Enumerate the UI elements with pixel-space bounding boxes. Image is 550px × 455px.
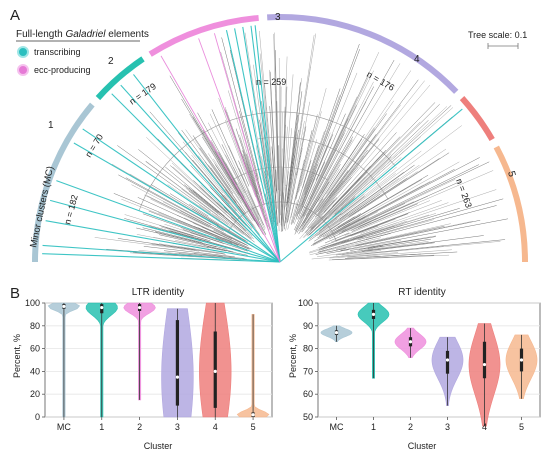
legend-ecc-label: ecc-producing	[34, 65, 91, 75]
x-tick-label: 1	[371, 422, 376, 432]
x-tick-label: MC	[330, 422, 344, 432]
median-4	[482, 362, 487, 367]
x-tick-label: MC	[57, 422, 71, 432]
cluster-2-arc-label: 2	[108, 56, 114, 67]
rt-chart-title: RT identity	[398, 287, 445, 298]
iqr-box-3	[445, 350, 450, 374]
median-1	[100, 305, 104, 310]
panel-b-label: B	[10, 285, 20, 302]
cluster-1-n-label: n = 70	[83, 132, 105, 159]
x-tick-label: 4	[482, 422, 487, 432]
tree-legend: Full-length Galadriel elements transcrib…	[16, 29, 149, 76]
y-tick-label: 20	[30, 389, 40, 399]
y-tick-label: 100	[298, 298, 313, 308]
y-tick-label: 70	[303, 366, 313, 376]
legend-transcribing-marker	[17, 46, 29, 58]
x-tick-label: 2	[408, 422, 413, 432]
median-mc	[334, 331, 339, 335]
highlighted-elements	[42, 25, 463, 263]
y-tick-label: 90	[303, 321, 313, 331]
tree-scale-label: Tree scale: 0.1	[468, 30, 527, 40]
ltr-chart-title: LTR identity	[132, 287, 185, 298]
x-tick-label: 4	[213, 422, 218, 432]
iqr-box-4	[482, 341, 487, 379]
panel-a-label: A	[10, 7, 20, 24]
rt-y-axis-label: Percent, %	[288, 334, 298, 378]
cluster-3-arc-label: 3	[275, 12, 281, 23]
cluster-3-n-label: n = 259	[256, 77, 286, 87]
cluster-arc-1	[95, 56, 145, 101]
cluster-5-n-label: n = 263	[454, 177, 474, 209]
median-3	[445, 358, 450, 362]
y-tick-label: 0	[35, 412, 40, 422]
y-tick-label: 50	[303, 412, 313, 422]
legend-transcribing-label: transcribing	[34, 47, 81, 57]
median-5	[519, 358, 524, 362]
iqr-box-4	[213, 331, 217, 408]
rt-violin-chart: 50 60 70 80 90 100 MC 1 2 3 4 5	[298, 298, 541, 432]
iqr-box-3	[175, 320, 180, 406]
median-5	[251, 413, 255, 417]
chart-ltr-frame	[44, 302, 273, 418]
y-tick-label: 40	[30, 366, 40, 376]
tree-branches	[94, 30, 508, 262]
cluster-arc-3	[267, 14, 459, 94]
median-3	[175, 375, 180, 379]
phylogenetic-tree	[42, 25, 508, 263]
y-tick-label: 80	[30, 321, 40, 331]
median-mc	[62, 304, 66, 309]
x-tick-label: 5	[519, 422, 524, 432]
cluster-arc-4	[459, 96, 495, 142]
y-tick-label: 100	[25, 298, 40, 308]
ltr-y-axis-label: Percent, %	[12, 334, 22, 378]
cluster-arc-5	[493, 145, 528, 263]
x-tick-label: 3	[445, 422, 450, 432]
cluster-1-arc-label: 1	[48, 120, 54, 131]
median-2	[137, 305, 142, 310]
y-tick-label: 80	[303, 344, 313, 354]
x-tick-label: 5	[251, 422, 256, 432]
cluster-4-arc-label: 4	[414, 54, 420, 65]
cluster-5-arc-label: 5	[505, 170, 517, 179]
ltr-x-axis-label: Cluster	[144, 441, 173, 451]
tree-scale: Tree scale: 0.1	[468, 30, 527, 49]
median-4	[213, 369, 217, 373]
y-tick-label: 60	[303, 389, 313, 399]
x-tick-label: 1	[99, 422, 104, 432]
median-1	[371, 312, 376, 316]
cluster-arc-mc	[32, 102, 95, 263]
cluster-2-n-label: n = 179	[127, 81, 158, 107]
y-tick-label: 60	[30, 344, 40, 354]
x-tick-label: 3	[175, 422, 180, 432]
cluster-mc-n-label: n = 182	[62, 194, 79, 226]
x-tick-label: 2	[137, 422, 142, 432]
legend-title: Full-length Galadriel elements	[16, 29, 149, 40]
ltr-violin-chart: 0 20 40 60 80 100 MC 1 2 3 4 5	[25, 298, 273, 432]
cluster-arc-2	[148, 14, 259, 57]
legend-ecc-marker	[17, 64, 29, 76]
median-2	[408, 340, 413, 344]
rt-x-axis-label: Cluster	[408, 441, 437, 451]
cluster-mc-arc-label: Minor clusters (MC)	[28, 165, 56, 248]
cluster-arcs	[32, 14, 528, 263]
